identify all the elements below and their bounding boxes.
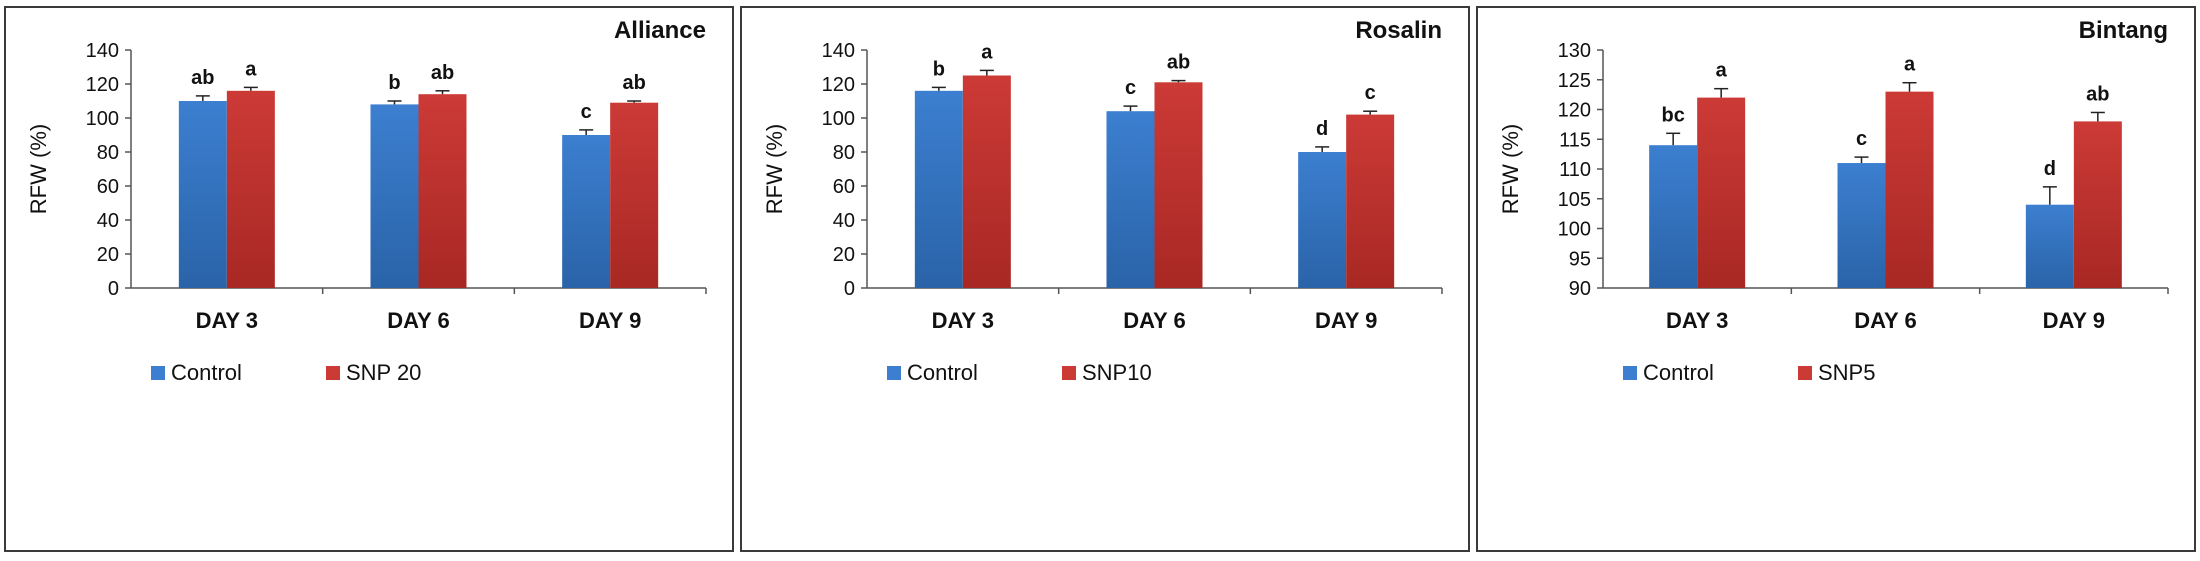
bar-treatment	[418, 94, 467, 288]
y-tick-label: 80	[97, 142, 119, 164]
significance-label: ab	[191, 67, 214, 89]
chart-bintang: Bintang 90 95 100 105 110 115 120 125 130 RFW (%) b…	[1498, 17, 2169, 385]
y-tick-label: 120	[822, 74, 855, 96]
y-tick-label: 110	[1559, 159, 1591, 181]
x-tick-label: DAY 6	[387, 308, 449, 333]
significance-label: ab	[1167, 52, 1190, 74]
significance-label: c	[1365, 82, 1376, 104]
legend-label: Control	[171, 360, 242, 385]
y-tick-label: 140	[822, 40, 855, 62]
chart-title: Bintang	[2079, 17, 2168, 44]
y-tick-label: 0	[108, 278, 119, 300]
x-tick-label: DAY 3	[932, 308, 994, 333]
bar-treatment	[1154, 82, 1203, 288]
chart-title: Rosalin	[1355, 17, 1442, 44]
chart-panel-bintang: Bintang 90 95 100 105 110 115 120 125 130 RFW (%) b…	[1476, 6, 2196, 552]
significance-label: b	[933, 58, 945, 80]
y-tick-label: 120	[86, 74, 119, 96]
y-tick-label: 140	[86, 40, 119, 62]
y-axis-label: RFW (%)	[1498, 124, 1523, 214]
y-tick-label: 115	[1559, 129, 1591, 151]
y-tick-label: 40	[833, 210, 855, 232]
bar-control	[370, 104, 419, 289]
significance-label: a	[1904, 54, 1916, 76]
y-tick-label: 100	[1558, 219, 1591, 241]
legend-label: Control	[1643, 360, 1714, 385]
legend-swatch-control	[1623, 366, 1637, 380]
y-tick-label: 95	[1569, 248, 1591, 270]
x-tick-label: DAY 3	[1666, 308, 1728, 333]
chart-rosalin: Rosalin 0 20 40 60 80 100 120 140 RFW (%) b a DAY 3 c…	[762, 17, 1443, 385]
significance-label: a	[981, 41, 993, 63]
legend-swatch-treatment	[1798, 366, 1812, 380]
y-axis-label: RFW (%)	[762, 124, 787, 214]
legend-label: SNP10	[1082, 360, 1152, 385]
y-tick-label: 105	[1558, 189, 1591, 211]
bar-control	[178, 101, 227, 288]
y-tick-label: 0	[844, 278, 855, 300]
significance-label: b	[388, 72, 400, 94]
y-tick-label: 60	[97, 176, 119, 198]
y-axis-label: RFW (%)	[26, 124, 51, 214]
y-tick-label: 125	[1558, 70, 1591, 92]
bar-treatment	[1697, 97, 1746, 288]
significance-label: a	[245, 58, 257, 80]
bar-control	[1837, 163, 1886, 288]
significance-label: a	[1716, 60, 1728, 82]
y-tick-label: 60	[833, 176, 855, 198]
y-tick-label: 20	[97, 244, 119, 266]
significance-label: c	[581, 101, 592, 123]
x-tick-label: DAY 9	[1315, 308, 1377, 333]
y-tick-label: 40	[97, 210, 119, 232]
y-tick-label: 130	[1558, 40, 1591, 62]
bar-treatment	[226, 90, 275, 288]
significance-label: d	[1316, 118, 1328, 140]
bar-treatment	[610, 102, 659, 288]
legend-swatch-treatment	[326, 366, 340, 380]
x-tick-label: DAY 3	[196, 308, 258, 333]
bar-control	[1649, 145, 1698, 288]
bar-treatment	[1885, 91, 1934, 289]
significance-label: c	[1125, 77, 1136, 99]
bar-control	[1298, 152, 1347, 288]
x-tick-label: DAY 9	[579, 308, 641, 333]
legend-swatch-control	[887, 366, 901, 380]
bar-control	[914, 90, 963, 288]
bar-treatment	[962, 75, 1011, 288]
bar-control	[2025, 204, 2074, 288]
bar-control	[1106, 111, 1155, 288]
y-tick-label: 100	[86, 108, 119, 130]
y-tick-label: 120	[1558, 100, 1591, 122]
legend-swatch-treatment	[1062, 366, 1076, 380]
significance-label: d	[2044, 158, 2056, 180]
legend-label: Control	[907, 360, 978, 385]
significance-label: ab	[622, 72, 645, 94]
legend-label: SNP5	[1818, 360, 1875, 385]
y-tick-label: 20	[833, 244, 855, 266]
x-tick-label: DAY 9	[2043, 308, 2105, 333]
significance-label: c	[1856, 128, 1867, 150]
bar-treatment	[2073, 121, 2122, 289]
y-tick-label: 80	[833, 142, 855, 164]
x-tick-label: DAY 6	[1123, 308, 1185, 333]
y-tick-label: 90	[1569, 278, 1591, 300]
legend-label: SNP 20	[346, 360, 421, 385]
chart-panel-alliance: Alliance 0 20 40 60 80 100 120 140 RFW (%) ab a DAY …	[4, 6, 734, 552]
chart-alliance: Alliance 0 20 40 60 80 100 120 140 RFW (%) ab a DAY …	[26, 17, 707, 385]
chart-title: Alliance	[614, 17, 706, 44]
legend-swatch-control	[151, 366, 165, 380]
chart-panel-rosalin: Rosalin 0 20 40 60 80 100 120 140 RFW (%) b a DAY 3 c…	[740, 6, 1470, 552]
significance-label: ab	[431, 62, 454, 84]
bar-control	[562, 135, 611, 288]
bar-treatment	[1346, 114, 1395, 288]
significance-label: bc	[1661, 104, 1684, 126]
significance-label: ab	[2086, 83, 2109, 105]
y-tick-label: 100	[822, 108, 855, 130]
x-tick-label: DAY 6	[1854, 308, 1916, 333]
